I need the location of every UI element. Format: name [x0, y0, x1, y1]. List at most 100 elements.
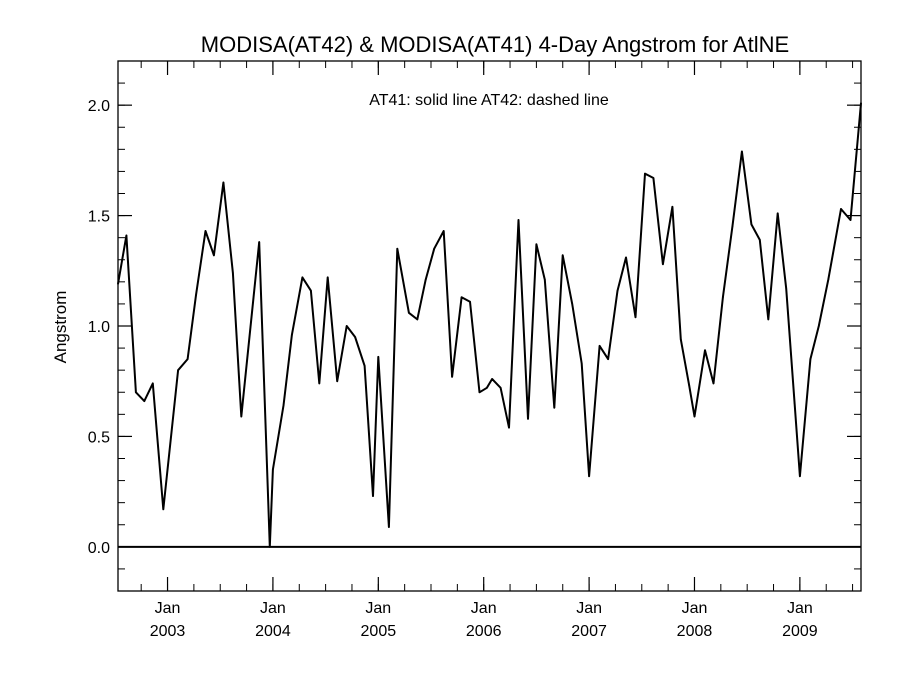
data-point: [527, 417, 529, 420]
data-point: [793, 402, 796, 405]
x-tick-label-month: Jan: [471, 600, 497, 617]
data-point: [125, 234, 128, 237]
data-point: [750, 223, 753, 226]
x-tick-label-month: Jan: [576, 600, 602, 617]
major-ticks: [118, 61, 861, 591]
data-point: [345, 325, 348, 327]
data-point: [652, 177, 655, 179]
data-point: [354, 336, 356, 338]
data-point: [731, 225, 734, 228]
data-point: [535, 243, 538, 246]
data-point: [222, 181, 225, 184]
data-point: [644, 172, 646, 175]
data-point: [363, 364, 366, 367]
data-point: [433, 247, 435, 250]
data-point: [177, 369, 179, 371]
series-line-at41: [117, 102, 862, 548]
data-point: [377, 356, 380, 358]
data-point: [272, 468, 274, 471]
data-point: [396, 247, 399, 250]
x-tick-label-year: 2008: [677, 623, 713, 640]
data-point: [840, 208, 842, 210]
data-point: [451, 375, 453, 378]
data-point: [588, 475, 590, 477]
data-point: [310, 289, 312, 292]
data-point: [460, 296, 463, 299]
data-point: [553, 406, 556, 409]
data-point: [268, 546, 271, 548]
data-point: [607, 358, 609, 360]
data-point: [693, 415, 696, 418]
x-tick-label-year: 2007: [571, 623, 607, 640]
x-tick-label-year: 2009: [782, 623, 818, 640]
data-point: [204, 230, 207, 232]
data-point: [301, 276, 304, 279]
data-point: [162, 508, 165, 511]
y-axis-label: Angstrom: [51, 291, 70, 364]
data-point: [195, 294, 197, 296]
data-point: [258, 241, 261, 243]
data-point: [625, 256, 627, 259]
data-point: [799, 475, 801, 477]
data-point: [860, 102, 862, 104]
data-point: [517, 219, 520, 221]
x-tick-label-month: Jan: [260, 600, 286, 617]
data-point: [776, 212, 779, 215]
data-point: [318, 382, 321, 385]
chart-title: MODISA(AT42) & MODISA(AT41) 4-Day Angstr…: [201, 32, 789, 57]
data-point: [809, 358, 812, 360]
data-point: [143, 400, 146, 402]
data-point: [580, 362, 583, 365]
data-point: [117, 283, 119, 285]
data-point: [598, 345, 601, 347]
series-style-annotation: AT41: solid line AT42: dashed line: [369, 92, 609, 109]
x-tick-label-year: 2005: [361, 623, 397, 640]
minor-ticks: [118, 60, 861, 592]
data-point: [424, 278, 427, 281]
data-point: [486, 387, 488, 389]
data-point: [849, 219, 852, 221]
data-point: [499, 387, 502, 389]
data-point: [326, 276, 329, 279]
data-point: [282, 404, 285, 407]
data-point: [759, 239, 761, 241]
data-point: [679, 338, 682, 341]
x-tick-label-month: Jan: [155, 600, 181, 617]
data-point: [827, 278, 830, 281]
series-layer: [117, 102, 862, 548]
x-tick-label-year: 2006: [466, 623, 502, 640]
data-point: [671, 205, 674, 208]
x-tick-label-year: 2004: [255, 623, 291, 640]
data-point: [135, 391, 137, 394]
data-point: [704, 349, 706, 352]
data-point: [508, 426, 510, 429]
data-point: [151, 382, 154, 385]
data-point: [186, 358, 189, 360]
data-point: [469, 300, 471, 303]
data-point: [544, 278, 546, 281]
y-tick-label: 1.0: [88, 319, 110, 336]
data-point: [722, 296, 724, 299]
data-point: [291, 334, 293, 336]
data-point: [416, 318, 419, 321]
data-point: [232, 272, 234, 274]
data-point: [785, 287, 787, 290]
data-point: [442, 230, 445, 232]
data-point: [478, 391, 481, 394]
data-point: [741, 150, 743, 153]
x-tick-label-month: Jan: [787, 600, 813, 617]
data-point: [688, 384, 691, 387]
data-point: [408, 311, 410, 314]
data-point: [336, 380, 339, 383]
data-point: [561, 254, 564, 257]
plot-frame: [117, 60, 862, 592]
data-point: [634, 316, 637, 318]
y-tick-label: 0.5: [88, 429, 110, 446]
data-point: [388, 526, 390, 528]
data-point: [767, 318, 770, 321]
y-tick-label: 1.5: [88, 209, 110, 226]
data-point: [240, 415, 243, 418]
x-tick-label-month: Jan: [365, 600, 391, 617]
